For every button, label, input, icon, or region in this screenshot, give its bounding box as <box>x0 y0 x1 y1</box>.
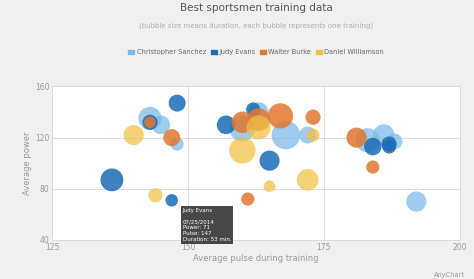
Point <box>238 126 246 131</box>
Point <box>146 120 154 124</box>
Text: Judy Evans

07/25/2014
Power: 71
Pulse: 147
Duration: 53 min.: Judy Evans 07/25/2014 Power: 71 Pulse: 1… <box>182 208 231 242</box>
Point <box>391 139 398 144</box>
Point <box>282 133 290 137</box>
Point <box>168 135 175 140</box>
Point <box>255 117 263 122</box>
Point <box>412 199 420 204</box>
Point <box>222 123 230 127</box>
Point <box>266 184 273 189</box>
Point <box>304 178 311 182</box>
Point <box>152 193 159 198</box>
Legend: Christopher Sanchez, Judy Evans, Walter Burke, Daniel Williamson: Christopher Sanchez, Judy Evans, Walter … <box>126 47 386 58</box>
Point <box>168 198 175 203</box>
Point <box>157 123 164 127</box>
Text: (bubble size means duration, each bubble represents one training): (bubble size means duration, each bubble… <box>139 22 373 29</box>
Point <box>369 165 377 169</box>
Point <box>385 142 393 146</box>
Point <box>309 115 317 119</box>
Point <box>309 133 317 137</box>
Point <box>255 125 263 130</box>
Point <box>249 107 257 112</box>
X-axis label: Average pulse during training: Average pulse during training <box>193 254 319 263</box>
Point <box>146 116 154 121</box>
Point <box>238 120 246 124</box>
Point <box>146 120 154 124</box>
Point <box>173 101 181 105</box>
Point <box>173 142 181 146</box>
Point <box>238 148 246 153</box>
Point <box>244 197 252 201</box>
Point <box>353 135 360 140</box>
Point <box>385 144 393 149</box>
Point <box>369 144 377 149</box>
Point <box>304 133 311 137</box>
Point <box>380 133 387 137</box>
Point <box>364 138 371 142</box>
Text: Best sportsmen training data: Best sportsmen training data <box>180 3 332 13</box>
Point <box>108 178 116 182</box>
Y-axis label: Average power: Average power <box>23 131 32 195</box>
Point <box>277 114 284 118</box>
Point <box>266 158 273 163</box>
Text: AnyChart: AnyChart <box>434 271 465 278</box>
Point <box>130 133 137 137</box>
Point <box>255 110 263 114</box>
